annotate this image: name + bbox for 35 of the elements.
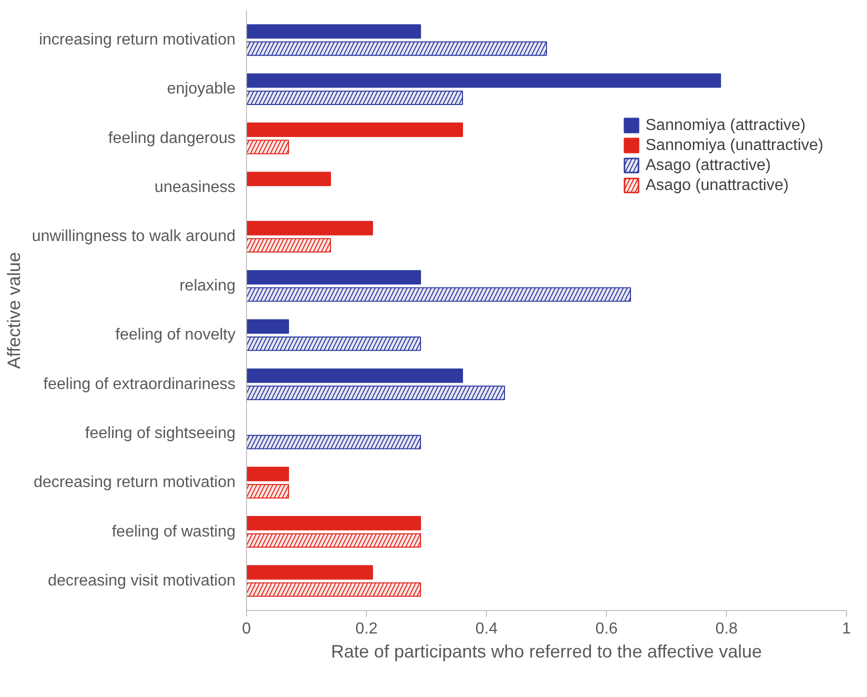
y-axis-title: Affective value: [4, 252, 24, 369]
y-tick-label: unwillingness to walk around: [32, 228, 236, 246]
y-tick-label: relaxing: [179, 277, 236, 294]
bar: [246, 368, 463, 383]
legend-label: Asago (attractive): [646, 157, 771, 174]
y-tick-label: feeling dangerous: [108, 130, 236, 147]
bar: [246, 565, 373, 580]
bar: [246, 270, 421, 285]
x-tick-label: 0: [242, 620, 252, 638]
legend-label: Sannomiya (unattractive): [646, 137, 824, 154]
y-tick-label: decreasing return motivation: [34, 474, 236, 492]
legend-label: Sannomiya (attractive): [646, 117, 806, 134]
x-tick-label: 1: [842, 620, 852, 638]
legend-label: Asago (unattractive): [646, 177, 789, 194]
y-tick-label: feeling of sightseeing: [85, 424, 236, 442]
bar: [246, 220, 373, 236]
x-tick-label: 0.2: [355, 620, 378, 638]
bar: [246, 172, 331, 186]
bar: [246, 466, 289, 482]
bar: [246, 73, 721, 88]
bar: [246, 24, 421, 39]
y-tick-label: feeling of extraordinariness: [43, 376, 236, 393]
x-tick-label: 0.6: [595, 620, 618, 638]
y-tick-label: feeling of novelty: [115, 326, 236, 344]
y-tick-label: increasing return motivation: [38, 32, 236, 49]
y-tick-label: uneasiness: [154, 179, 236, 196]
y-tick-label: feeling of wasting: [112, 523, 236, 540]
bar: [246, 319, 289, 334]
x-axis-title: Rate of participants who referred to the affective value: [331, 642, 762, 662]
x-tick-label: 0.4: [475, 620, 498, 638]
bar: [246, 516, 421, 530]
y-tick-label: decreasing visit motivation: [48, 572, 236, 590]
x-tick-label: 0.8: [715, 620, 738, 638]
bar: [246, 122, 463, 137]
y-tick-label: enjoyable: [167, 80, 236, 98]
